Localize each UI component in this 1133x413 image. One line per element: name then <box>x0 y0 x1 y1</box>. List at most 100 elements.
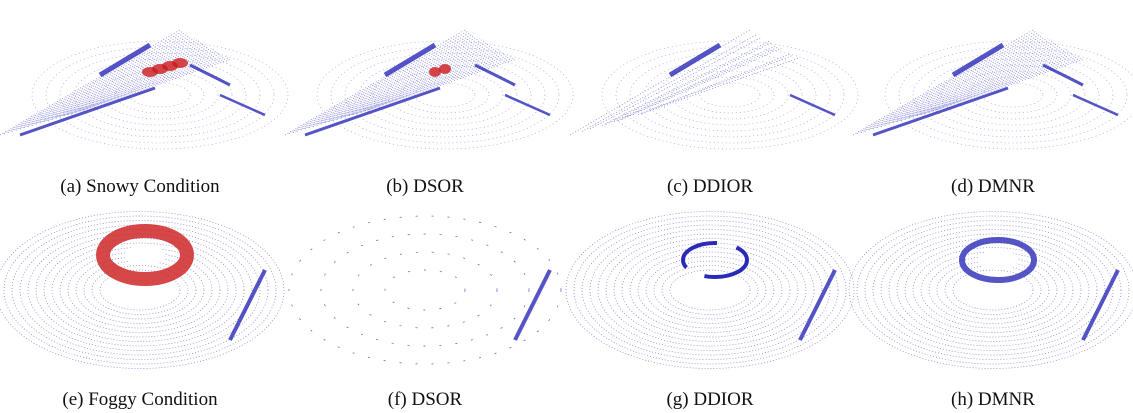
ring <box>385 270 465 310</box>
point-streak <box>638 54 791 115</box>
point-streak <box>68 54 221 115</box>
ring <box>899 47 1127 143</box>
point-streak <box>881 40 1050 127</box>
road-edge <box>20 88 155 135</box>
snow-noise <box>172 58 188 68</box>
point-cloud-panel <box>566 212 854 369</box>
road-edge <box>1043 65 1083 85</box>
ring <box>317 41 573 149</box>
ring <box>353 252 497 328</box>
point-streak <box>40 44 204 123</box>
wall <box>515 270 550 340</box>
panel-caption: (a) Snowy Condition <box>60 176 220 197</box>
point-cloud-panel <box>289 216 561 364</box>
car <box>125 245 165 265</box>
point-streak <box>650 58 798 111</box>
road-edge <box>220 95 265 115</box>
point-cloud-panel <box>285 30 573 149</box>
ring <box>614 239 806 342</box>
point-streak <box>921 54 1074 115</box>
ring <box>20 225 260 355</box>
point-streak <box>869 36 1043 131</box>
snow-noise <box>439 64 451 74</box>
ring <box>321 234 529 346</box>
ring <box>885 41 1133 149</box>
ring <box>672 71 788 119</box>
point-cloud-panel <box>849 212 1133 369</box>
ring <box>331 47 559 143</box>
ring <box>32 41 288 149</box>
ring <box>616 47 844 143</box>
point-cloud-panel <box>0 30 288 149</box>
figure: (a) Snowy Condition(b) DSOR(c) DDIOR(d) … <box>0 0 1133 413</box>
ring <box>638 252 782 328</box>
point-streak <box>602 41 769 125</box>
panel-caption: (b) DSOR <box>386 176 464 197</box>
ring <box>849 212 1133 369</box>
wall <box>1083 270 1118 340</box>
ring <box>387 71 503 119</box>
point-streak <box>885 41 1052 125</box>
dense-edge <box>953 45 1003 75</box>
road-edge <box>305 88 440 135</box>
ring <box>46 47 274 143</box>
point-streak <box>933 58 1081 111</box>
point-streak <box>305 37 477 129</box>
point-cloud-panel <box>853 30 1133 149</box>
point-streak <box>570 30 750 135</box>
point-streak <box>28 40 197 127</box>
point-streak <box>36 43 202 125</box>
road-edge <box>505 95 550 115</box>
ring <box>955 71 1071 119</box>
point-streak <box>72 55 223 113</box>
car <box>978 250 1018 270</box>
ring <box>630 53 830 137</box>
ring <box>700 83 760 107</box>
wall <box>230 270 265 340</box>
point-streak <box>353 54 506 115</box>
ring <box>566 212 854 369</box>
point-streak <box>313 40 482 127</box>
point-streak <box>913 51 1069 117</box>
point-cloud-panel <box>0 212 284 369</box>
point-streak <box>357 55 508 113</box>
panel-caption: (h) DMNR <box>951 389 1035 410</box>
point-streak <box>642 55 793 113</box>
ring <box>646 257 774 324</box>
point-streak <box>853 30 1033 135</box>
point-streak <box>606 43 772 125</box>
point-streak <box>32 41 199 125</box>
road-edge <box>190 65 230 85</box>
ring <box>606 234 814 346</box>
point-streak <box>861 33 1038 133</box>
point-streak <box>929 57 1079 113</box>
inner-ring <box>683 243 747 277</box>
road-edge <box>1073 95 1118 115</box>
point-streak <box>20 37 192 129</box>
ring <box>602 41 858 149</box>
ring <box>662 266 758 315</box>
dense-edge <box>385 45 435 75</box>
ring <box>658 65 802 125</box>
point-streak <box>345 51 501 117</box>
road-edge <box>790 95 835 115</box>
ring <box>622 243 798 337</box>
point-streak <box>8 33 185 133</box>
point-streak <box>590 37 762 129</box>
point-streak <box>60 51 216 117</box>
panel-caption: (e) Foggy Condition <box>62 389 218 410</box>
panel-caption: (f) DSOR <box>388 389 463 410</box>
point-streak <box>285 30 465 135</box>
wall <box>800 270 835 340</box>
point-streak <box>293 33 470 133</box>
point-streak <box>365 58 513 111</box>
point-streak <box>76 57 226 113</box>
point-streak <box>317 41 484 125</box>
point-streak <box>893 44 1057 123</box>
point-streak <box>889 43 1055 125</box>
point-streak <box>873 37 1045 129</box>
point-streak <box>325 44 489 123</box>
point-cloud-panel <box>570 30 858 149</box>
panel-caption: (c) DDIOR <box>667 176 753 197</box>
point-streak <box>0 30 180 135</box>
